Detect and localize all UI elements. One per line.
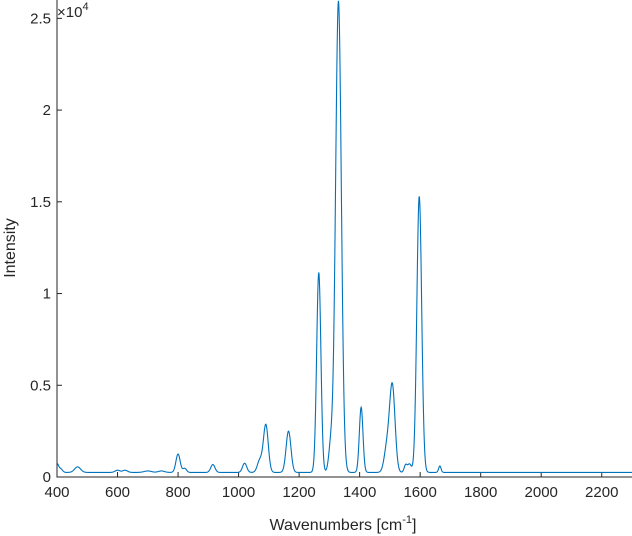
y-exponent-label: ×104 — [57, 1, 89, 21]
axes-frame — [56, 0, 632, 478]
y-tick-label: 1 — [43, 286, 51, 303]
y-exponent-power: 4 — [82, 1, 88, 13]
y-axis-title: Intensity — [2, 218, 19, 278]
y-tick-label: 1.5 — [30, 194, 51, 211]
x-tick-label: 1600 — [403, 484, 436, 501]
x-tick-label: 2000 — [525, 484, 558, 501]
spectrum-line — [56, 0, 632, 473]
x-tick-label: 1000 — [222, 484, 255, 501]
x-tick-label: 1800 — [464, 484, 497, 501]
y-tick-label: 0 — [43, 469, 51, 486]
x-tick-label: 400 — [44, 484, 69, 501]
x-axis-title-main: Wavenumbers [cm — [269, 517, 402, 534]
x-tick-label: 600 — [105, 484, 130, 501]
y-exponent-base: ×10 — [57, 4, 82, 21]
y-tick-label: 2 — [43, 102, 51, 119]
y-tick-labels: 0 0.5 1 1.5 2 2.5 — [30, 10, 51, 486]
x-axis-title: Wavenumbers [cm-1] — [269, 514, 416, 534]
x-tick-label: 2200 — [585, 484, 618, 501]
x-axis-title-superscript: -1 — [402, 514, 412, 526]
x-tick-label: 1200 — [282, 484, 315, 501]
x-axis-title-suffix: ] — [412, 517, 416, 534]
x-tick-label: 1400 — [343, 484, 376, 501]
y-tick-label: 2.5 — [30, 10, 51, 27]
x-tick-labels: 400 600 800 1000 1200 1400 1600 1800 2000 2200 — [44, 484, 618, 501]
x-tick-label: 800 — [166, 484, 191, 501]
y-tick-label: 0.5 — [30, 377, 51, 394]
